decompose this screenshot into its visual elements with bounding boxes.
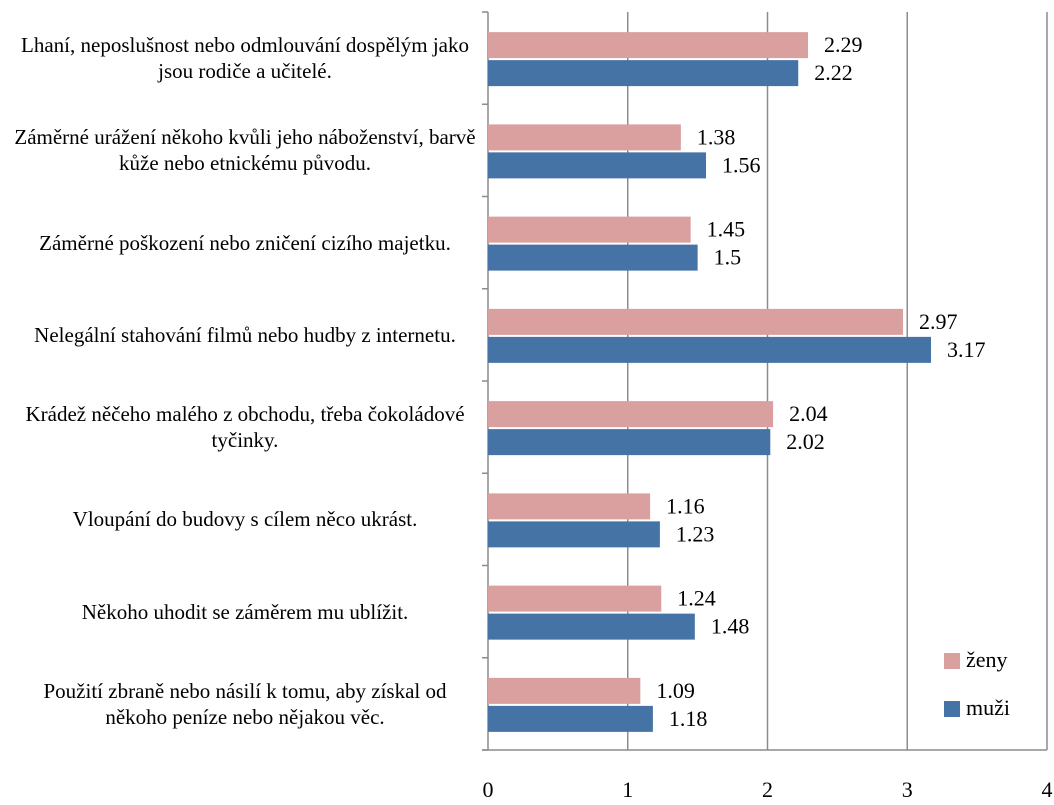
value-label: 1.09 <box>656 678 695 703</box>
legend-swatch <box>944 653 960 669</box>
category-label: Záměrné poškození nebo zničení cizího ma… <box>39 230 451 255</box>
value-label: 1.38 <box>697 124 736 149</box>
bar <box>488 60 799 87</box>
bar <box>488 521 660 548</box>
bar <box>488 401 774 428</box>
bar <box>488 124 681 151</box>
x-tick-label: 2 <box>762 777 773 802</box>
x-tick-label: 1 <box>622 777 633 802</box>
bar <box>488 216 691 243</box>
category-label: Vloupání do budovy s cílem něco ukrást. <box>72 507 418 532</box>
bar <box>488 613 695 640</box>
x-tick-label: 3 <box>902 777 913 802</box>
value-label: 1.18 <box>669 706 708 731</box>
category-label: Použití zbraně nebo násilí k tomu, aby z… <box>43 678 447 729</box>
value-label: 1.23 <box>676 521 715 546</box>
value-label: 1.16 <box>666 493 705 518</box>
bar <box>488 152 707 179</box>
value-label: 1.5 <box>714 245 742 270</box>
x-tick-label: 0 <box>483 777 494 802</box>
legend-label: muži <box>966 695 1010 720</box>
bar <box>488 308 904 335</box>
bar <box>488 705 653 732</box>
category-label: Někoho uhodit se záměrem mu ublížit. <box>81 599 409 624</box>
x-tick-label: 4 <box>1042 777 1053 802</box>
bar <box>488 493 651 520</box>
category-label: Krádež něčeho malého z obchodu, třeba čo… <box>25 402 465 453</box>
value-label: 2.02 <box>786 429 825 454</box>
bar <box>488 32 809 59</box>
value-label: 2.04 <box>789 401 828 426</box>
category-label: Záměrné urážení někoho kvůli jeho nábože… <box>14 125 476 176</box>
bar <box>488 244 698 271</box>
value-label: 2.22 <box>814 60 853 85</box>
bar <box>488 585 662 612</box>
value-label: 1.45 <box>707 217 746 242</box>
bar <box>488 677 641 704</box>
value-label: 1.56 <box>722 152 761 177</box>
value-label: 2.97 <box>919 309 958 334</box>
value-label: 1.48 <box>711 614 750 639</box>
legend-label: ženy <box>966 647 1008 672</box>
bar <box>488 429 771 456</box>
category-label: Lhaní, neposlušnost nebo odmlouvání dosp… <box>21 33 469 84</box>
bar <box>488 336 932 363</box>
category-label: Nelegální stahování filmů nebo hudby z i… <box>34 322 456 347</box>
value-label: 1.24 <box>677 586 716 611</box>
legend-swatch <box>944 701 960 717</box>
value-label: 2.29 <box>824 32 863 57</box>
value-label: 3.17 <box>947 337 986 362</box>
